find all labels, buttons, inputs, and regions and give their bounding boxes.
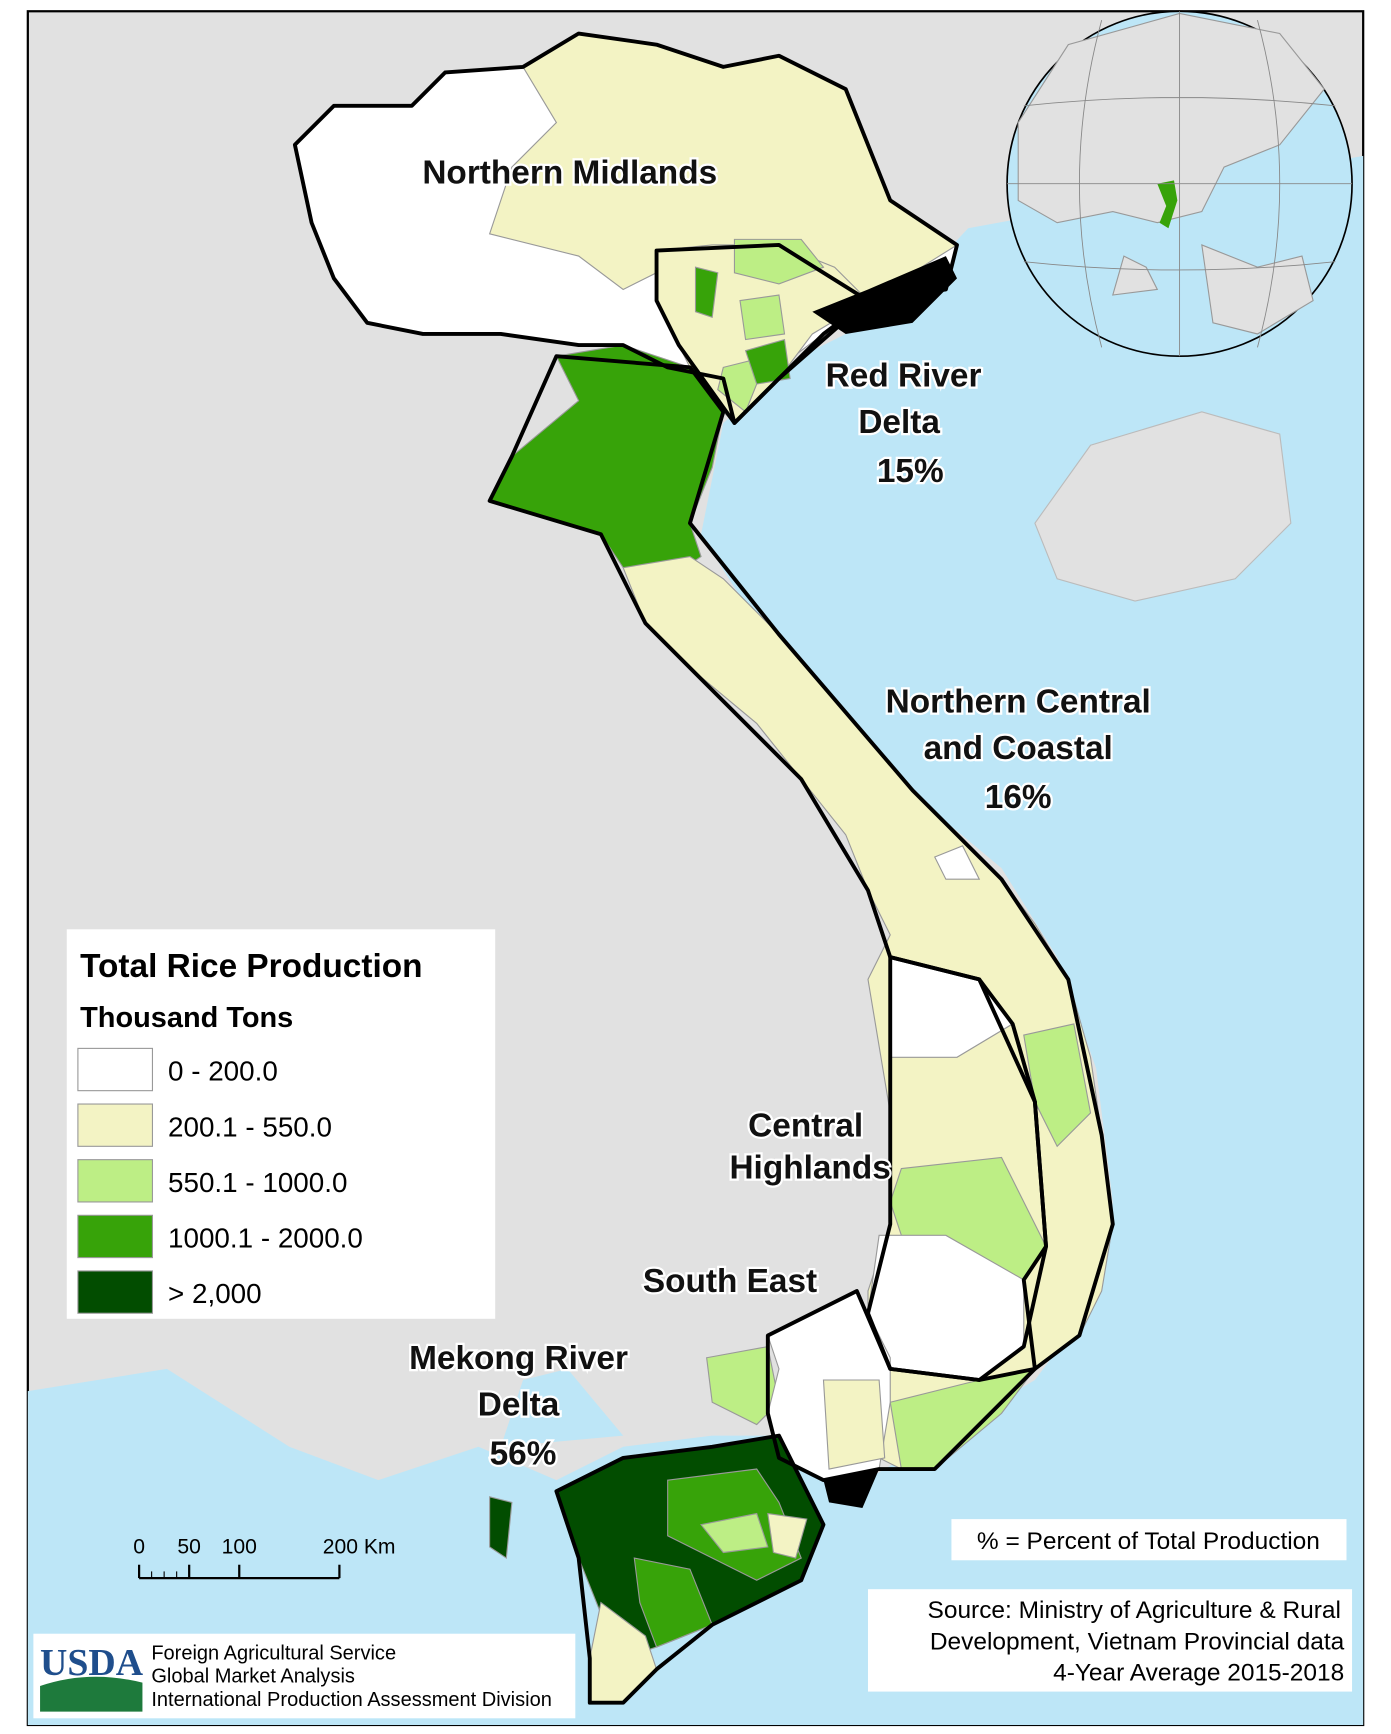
region-label: Red River bbox=[826, 357, 982, 394]
region-label: Mekong River bbox=[409, 1340, 628, 1377]
legend-label: 550.1 - 1000.0 bbox=[168, 1167, 347, 1198]
region-outline bbox=[765, 1289, 1037, 1483]
source-line: Source: Ministry of Agriculture & Rural bbox=[928, 1597, 1341, 1624]
note: % = Percent of Total Production bbox=[977, 1528, 1320, 1555]
province bbox=[694, 266, 791, 385]
region-labels: Northern Midlands Red River Delta 15% No… bbox=[407, 153, 1153, 1475]
globe-inset bbox=[1006, 10, 1353, 358]
globe-vietnam bbox=[1157, 180, 1178, 229]
region-label: and Coastal bbox=[924, 730, 1113, 767]
region-outline bbox=[554, 1433, 826, 1705]
credit-line: Global Market Analysis bbox=[151, 1666, 355, 1688]
legend-label: 200.1 - 550.0 bbox=[168, 1111, 332, 1142]
legend-subtitle: Thousand Tons bbox=[80, 1002, 293, 1034]
scale-tick-label: 100 bbox=[222, 1536, 257, 1559]
source-line: Development, Vietnam Provincial data bbox=[930, 1628, 1345, 1655]
province bbox=[700, 1512, 769, 1554]
source-line: 4-Year Average 2015-2018 bbox=[1053, 1659, 1344, 1686]
region-label: South East bbox=[643, 1263, 817, 1300]
legend-swatch bbox=[77, 1270, 154, 1314]
sea bbox=[27, 155, 1364, 1725]
legend-label: > 2,000 bbox=[168, 1278, 262, 1309]
region-label: Delta bbox=[858, 404, 940, 441]
legend-swatch bbox=[77, 1103, 154, 1147]
legend-label: 0 - 200.0 bbox=[168, 1056, 278, 1087]
province bbox=[633, 1468, 802, 1648]
credit-line: International Production Assessment Divi… bbox=[151, 1689, 552, 1711]
scale-tick-label: 50 bbox=[177, 1536, 201, 1559]
note-box bbox=[951, 1519, 1347, 1561]
credit-line: Foreign Agricultural Service bbox=[151, 1642, 396, 1664]
region-outlines bbox=[292, 31, 1115, 1705]
legend-label: 1000.1 - 2000.0 bbox=[168, 1223, 363, 1254]
legend-swatch bbox=[77, 1159, 154, 1203]
region-label: Central bbox=[748, 1107, 863, 1144]
region-share: 15% bbox=[877, 453, 944, 490]
scale-bar: 0 50 100 200 Km bbox=[133, 1536, 396, 1580]
provinces bbox=[294, 32, 1114, 1704]
graticule bbox=[1007, 11, 1353, 357]
region-label: Delta bbox=[478, 1387, 560, 1424]
hainan bbox=[1034, 411, 1292, 602]
scale-tick-label: 0 bbox=[133, 1536, 145, 1559]
legend-swatch bbox=[77, 1214, 154, 1259]
source-box bbox=[867, 1589, 1353, 1692]
legend-swatch bbox=[77, 1047, 154, 1092]
scale-tick-label: 200 Km bbox=[323, 1536, 396, 1559]
region-label: Northern Midlands bbox=[422, 155, 717, 192]
usda-logo-field bbox=[40, 1676, 143, 1712]
region-label: Highlands bbox=[729, 1150, 890, 1187]
region-share: 56% bbox=[490, 1436, 557, 1473]
region-label: Northern Central bbox=[886, 683, 1151, 720]
region-share: 16% bbox=[985, 779, 1052, 816]
region-outline bbox=[654, 242, 870, 425]
province bbox=[822, 1379, 886, 1470]
region-outline bbox=[487, 354, 1115, 1371]
legend-title: Total Rice Production bbox=[80, 948, 422, 985]
legend: Total Rice Production Thousand Tons 0 - … bbox=[66, 929, 496, 1319]
